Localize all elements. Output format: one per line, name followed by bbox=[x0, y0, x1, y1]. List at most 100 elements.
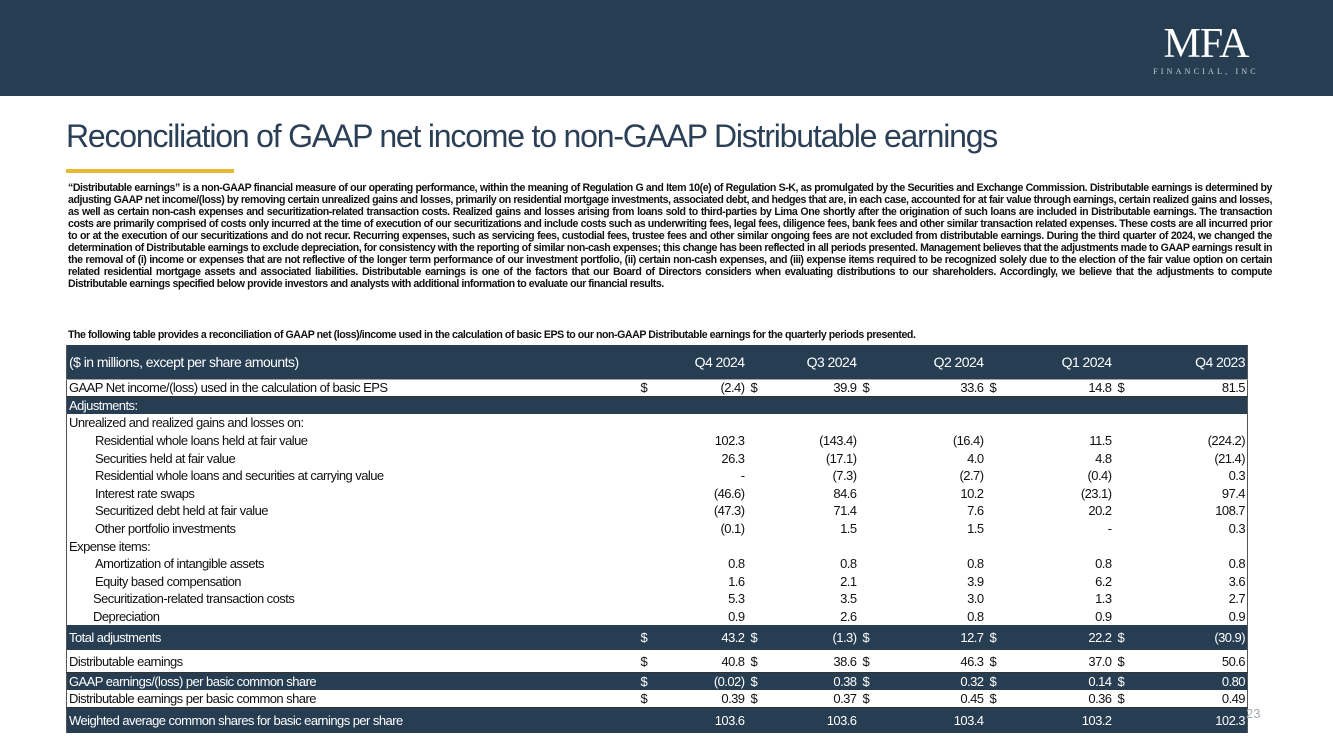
value-cell: 0.45 bbox=[880, 689, 986, 708]
value-cell: 0.8 bbox=[1135, 554, 1248, 573]
currency-cell bbox=[1114, 485, 1136, 503]
value-cell: 108.7 bbox=[1135, 502, 1248, 520]
value-cell: (143.4) bbox=[819, 433, 857, 449]
currency-cell bbox=[747, 608, 769, 626]
currency-cell bbox=[747, 432, 769, 450]
value-cell bbox=[1135, 537, 1248, 555]
currency-cell bbox=[636, 396, 659, 415]
value-cell: 2.1 bbox=[840, 573, 857, 589]
currency-cell bbox=[636, 707, 659, 733]
value-cell: 20.2 bbox=[1088, 503, 1112, 519]
currency-cell bbox=[637, 449, 659, 467]
gaap-eps-row: GAAP earnings/(loss) per basic common sh… bbox=[66, 672, 1248, 690]
currency-cell bbox=[859, 608, 881, 626]
distributable-earnings-row-label: Distributable earnings bbox=[66, 650, 637, 673]
currency-cell: $ bbox=[746, 689, 769, 708]
gaap-net-income-row-label: GAAP Net income/(loss) used in the calcu… bbox=[66, 379, 637, 398]
value-cell: (2.4) bbox=[658, 379, 747, 398]
value-cell: 0.8 bbox=[840, 556, 857, 572]
value-cell: 0.32 bbox=[880, 672, 986, 690]
value-cell bbox=[658, 396, 747, 415]
currency-cell bbox=[637, 555, 659, 573]
value-cell: (46.6) bbox=[713, 485, 745, 501]
value-cell: 103.2 bbox=[1007, 707, 1114, 733]
currency-cell: $ bbox=[985, 650, 1008, 673]
gaap-net-income-row: GAAP Net income/(loss) used in the calcu… bbox=[66, 379, 1248, 398]
currency-cell bbox=[986, 555, 1008, 573]
currency-cell bbox=[986, 432, 1008, 450]
value-cell: 0.8 bbox=[1095, 556, 1112, 572]
currency-cell: $ bbox=[985, 625, 1008, 651]
expense-row: Depreciation 0.9 2.6 0.8 0.9 0.9 bbox=[66, 607, 1248, 626]
value-cell: 6.2 bbox=[1095, 573, 1112, 589]
value-cell: 102.3 bbox=[1135, 707, 1248, 733]
currency-cell bbox=[637, 608, 659, 626]
currency-cell bbox=[637, 537, 659, 555]
currency-cell bbox=[1113, 707, 1136, 733]
value-cell: (224.2) bbox=[1135, 431, 1248, 450]
value-cell: 37.0 bbox=[1007, 650, 1114, 673]
currency-cell bbox=[1114, 573, 1136, 591]
currency-cell bbox=[1114, 555, 1136, 573]
currency-cell bbox=[985, 396, 1008, 415]
value-cell: 4.0 bbox=[967, 450, 984, 466]
currency-cell: $ bbox=[636, 625, 659, 651]
period-header: Q4 2023 bbox=[1113, 345, 1248, 380]
expense-row: Securitization-related transaction costs… bbox=[66, 590, 1248, 608]
currency-cell bbox=[1114, 502, 1136, 520]
value-cell bbox=[1135, 396, 1248, 415]
currency-cell bbox=[637, 432, 659, 450]
value-cell: 0.49 bbox=[1135, 689, 1248, 708]
value-cell: 50.6 bbox=[1135, 650, 1248, 673]
value-cell bbox=[659, 537, 747, 555]
value-cell: 10.2 bbox=[960, 485, 984, 501]
currency-cell bbox=[746, 707, 769, 733]
currency-cell: $ bbox=[746, 672, 769, 690]
unrealized-row: Other portfolio investments (0.1) 1.5 1.5 - 0… bbox=[66, 519, 1248, 538]
currency-cell: $ bbox=[636, 672, 659, 690]
expense-row-label: Securitization-related transaction costs bbox=[66, 590, 637, 608]
expense-row: Equity based compensation 1.6 2.1 3.9 6.2 3.6 bbox=[66, 572, 1248, 591]
intro-paragraph: “Distributable earnings” is a non-GAAP f… bbox=[68, 182, 1272, 291]
currency-cell bbox=[986, 537, 1008, 555]
currency-cell: $ bbox=[746, 650, 769, 673]
currency-cell bbox=[1114, 449, 1136, 467]
value-cell: 5.3 bbox=[728, 591, 745, 607]
total-adjustments-row: Total adjustments $43.2 $ (1.3) $12.7 $22.2 $(… bbox=[66, 625, 1248, 651]
currency-cell bbox=[637, 502, 659, 520]
value-cell: (1.3) bbox=[768, 625, 859, 651]
value-cell: 103.6 bbox=[658, 707, 747, 733]
unrealized-row-label: Interest rate swaps bbox=[66, 484, 637, 503]
value-cell: 11.5 bbox=[1089, 433, 1112, 449]
value-cell: 3.5 bbox=[840, 591, 857, 607]
value-cell: - bbox=[1107, 521, 1112, 537]
period-header: Q3 2024 bbox=[746, 345, 859, 380]
currency-cell bbox=[747, 502, 769, 520]
currency-cell bbox=[859, 414, 881, 432]
value-cell: 71.4 bbox=[833, 503, 857, 519]
currency-cell bbox=[637, 467, 659, 485]
value-cell: 33.6 bbox=[880, 379, 986, 398]
currency-cell: $ bbox=[858, 379, 881, 398]
adjustments-row: Adjustments: bbox=[66, 396, 1248, 415]
value-cell: 1.5 bbox=[840, 521, 857, 537]
value-cell bbox=[1008, 537, 1114, 555]
currency-cell bbox=[1114, 414, 1136, 432]
currency-cell bbox=[746, 396, 769, 415]
currency-cell bbox=[747, 537, 769, 555]
currency-cell bbox=[747, 485, 769, 503]
currency-cell bbox=[747, 590, 769, 608]
page-title: Reconciliation of GAAP net income to non… bbox=[66, 118, 998, 154]
total-adjustments-row-label: Total adjustments bbox=[66, 625, 637, 651]
unrealized-heading-row: Unrealized and realized gains and losses… bbox=[66, 414, 1248, 432]
currency-cell bbox=[986, 590, 1008, 608]
currency-cell bbox=[859, 520, 881, 538]
currency-cell bbox=[858, 707, 881, 733]
value-cell: (2.7) bbox=[959, 468, 985, 484]
value-cell: 4.8 bbox=[1095, 450, 1112, 466]
value-cell: 3.0 bbox=[967, 591, 984, 607]
expense-row: Amortization of intangible assets 0.8 0.8 0… bbox=[66, 554, 1248, 573]
logo-sub-text: FINANCIAL, INC bbox=[1153, 67, 1259, 76]
value-cell: (21.4) bbox=[1135, 449, 1248, 467]
value-cell: 38.6 bbox=[768, 650, 859, 673]
